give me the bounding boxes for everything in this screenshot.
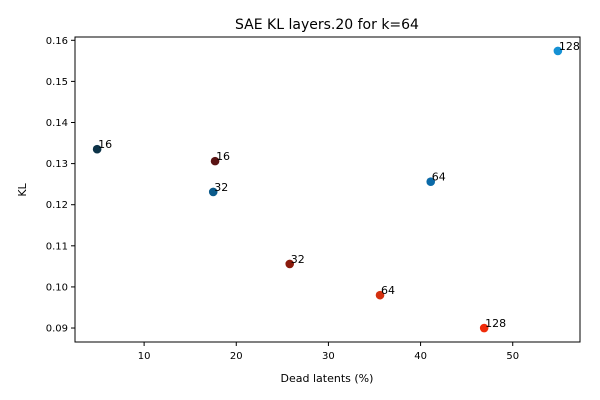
data-point bbox=[285, 259, 295, 269]
data-label: 32 bbox=[291, 253, 305, 266]
data-point bbox=[553, 46, 563, 56]
x-axis-label: Dead latents (%) bbox=[281, 372, 374, 385]
chart-title: SAE KL layers.20 for k=64 bbox=[235, 17, 419, 33]
x-tick-label: 20 bbox=[230, 351, 243, 362]
data-point bbox=[210, 156, 220, 166]
y-tick-label: 0.10 bbox=[46, 282, 68, 293]
data-label: 64 bbox=[432, 171, 446, 184]
data-label: 64 bbox=[381, 284, 395, 297]
x-tick-label: 10 bbox=[138, 351, 151, 362]
data-points: 16 32 64 128 16 32 64 128 bbox=[92, 40, 580, 333]
data-point bbox=[426, 177, 436, 186]
y-tick-label: 0.16 bbox=[46, 36, 68, 47]
y-tick-label: 0.11 bbox=[46, 241, 68, 252]
y-tick-label: 0.12 bbox=[46, 200, 68, 211]
data-label: 32 bbox=[214, 181, 228, 194]
x-tick-label: 40 bbox=[414, 351, 427, 362]
y-tick-label: 0.13 bbox=[46, 159, 68, 170]
x-axis: 10 20 30 40 50 bbox=[138, 342, 519, 362]
data-label: 16 bbox=[98, 138, 112, 151]
data-point bbox=[208, 187, 218, 197]
x-tick-label: 50 bbox=[506, 351, 519, 362]
data-point bbox=[479, 323, 489, 333]
data-label: 16 bbox=[216, 150, 230, 163]
y-tick-label: 0.14 bbox=[46, 118, 68, 129]
y-axis-label: KL bbox=[16, 182, 29, 196]
y-tick-label: 0.09 bbox=[46, 324, 68, 335]
data-point bbox=[375, 290, 385, 300]
data-label: 128 bbox=[485, 317, 506, 330]
y-tick-label: 0.15 bbox=[46, 77, 68, 88]
data-point bbox=[92, 144, 102, 154]
y-axis: 0.09 0.10 0.11 0.12 0.13 0.14 0.15 0.16 bbox=[46, 36, 75, 335]
x-tick-label: 30 bbox=[322, 351, 335, 362]
plot-area bbox=[74, 36, 581, 343]
data-label: 128 bbox=[559, 40, 580, 53]
